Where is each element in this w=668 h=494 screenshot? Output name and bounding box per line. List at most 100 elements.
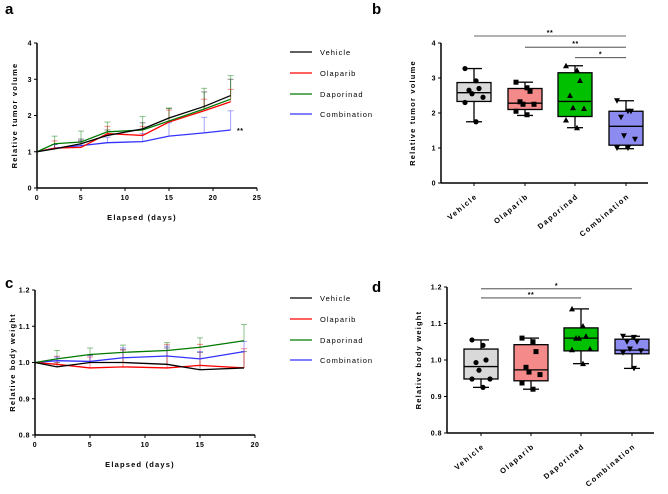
data-point	[574, 67, 580, 73]
data-point	[583, 333, 589, 339]
data-point	[473, 119, 479, 125]
data-point	[634, 339, 640, 345]
data-point	[480, 384, 486, 390]
category-label: Olaparib	[498, 442, 536, 476]
data-point	[473, 78, 479, 84]
panel-label: a	[5, 1, 14, 18]
box-vehicle	[456, 81, 492, 103]
x-tick-label: 15	[165, 195, 174, 202]
y-axis-label: Relative tumor volume	[10, 63, 19, 169]
data-point	[632, 136, 638, 143]
data-point	[625, 145, 631, 151]
data-point	[462, 99, 468, 106]
legend-label: Daporinad	[320, 336, 364, 345]
x-tick-label: 20	[209, 195, 218, 202]
x-tick-label: 5	[79, 195, 83, 202]
x-tick-label: 0	[35, 195, 39, 202]
data-point	[620, 350, 626, 356]
box-vehicle	[463, 348, 499, 380]
y-tick-label: 2	[432, 111, 436, 118]
box-combination	[614, 338, 650, 355]
y-tick-label: 4	[28, 41, 32, 48]
panel-label: d	[372, 279, 381, 296]
data-point	[570, 104, 576, 111]
data-point	[473, 359, 479, 366]
panel-label: b	[372, 1, 381, 18]
y-tick-label: 4	[432, 41, 436, 48]
y-tick-label: 0.9	[431, 394, 442, 401]
data-point	[524, 112, 530, 118]
legend-label: Daporinad	[320, 90, 364, 99]
x-tick-label: 20	[251, 442, 260, 449]
y-tick-label: 1.1	[431, 321, 442, 328]
data-point	[628, 108, 634, 115]
data-point	[469, 337, 475, 343]
series-line-olaparib	[34, 361, 245, 369]
data-point	[513, 108, 519, 114]
data-point	[480, 342, 486, 348]
data-point	[462, 65, 468, 72]
y-axis-label: Relative body weight	[414, 311, 423, 410]
x-axis-label: Elapsed (days)	[105, 460, 175, 469]
data-point	[631, 334, 637, 341]
legend-label: Combination	[320, 110, 373, 119]
data-point	[537, 372, 543, 378]
legend-label: Olaparib	[320, 315, 356, 324]
category-label: Combination	[578, 192, 632, 239]
box-combination	[608, 110, 644, 146]
data-point	[526, 369, 532, 375]
data-point	[627, 346, 633, 353]
data-point	[519, 380, 525, 386]
data-point	[530, 339, 536, 345]
data-point	[527, 88, 533, 94]
y-tick-label: 1.2	[431, 285, 442, 292]
data-point	[469, 91, 475, 97]
category-label: Combination	[584, 442, 638, 489]
data-point	[520, 101, 526, 107]
x-tick-label: 10	[141, 442, 150, 449]
data-point	[620, 333, 626, 340]
data-point	[621, 133, 627, 139]
box-olaparib	[513, 344, 549, 382]
data-point	[533, 349, 539, 355]
category-label: Daporinad	[536, 192, 581, 231]
data-point	[487, 376, 493, 382]
series-line-vehicle	[34, 361, 245, 371]
data-point	[523, 364, 529, 370]
x-tick-label: 5	[88, 442, 92, 449]
y-tick-label: 1	[432, 146, 436, 153]
series-line-vehicle	[36, 94, 231, 153]
data-point	[569, 346, 575, 353]
y-tick-label: 1.0	[431, 358, 442, 365]
y-tick-label: 3	[28, 77, 32, 84]
data-point	[577, 77, 583, 83]
data-point	[587, 346, 593, 352]
data-point	[483, 357, 489, 363]
significance-label: *	[599, 52, 602, 59]
series-line-combination	[34, 350, 245, 364]
data-point	[580, 360, 586, 367]
y-axis-label: Relative body weight	[8, 313, 17, 412]
category-label: Vehicle	[453, 442, 487, 472]
y-axis-label: Relative tumor volume	[408, 60, 417, 166]
y-tick-label: 1.2	[19, 288, 30, 295]
data-point	[563, 117, 569, 123]
legend-label: Vehicle	[320, 294, 351, 303]
y-tick-label: 1.1	[19, 324, 30, 331]
significance-label: *	[555, 283, 558, 290]
significance-label: **	[528, 292, 534, 299]
x-tick-label: 25	[253, 195, 262, 202]
significance-label: **	[547, 30, 553, 37]
data-point	[524, 85, 530, 91]
data-point	[531, 101, 537, 107]
y-tick-label: 2	[28, 113, 32, 120]
y-tick-label: 0.9	[19, 396, 30, 403]
data-point	[631, 365, 637, 372]
data-point	[569, 305, 575, 312]
significance-annotation: **	[237, 128, 243, 135]
data-point	[513, 79, 519, 85]
series-line-daporinad	[36, 98, 231, 153]
data-point	[567, 92, 573, 98]
y-tick-label: 1.0	[19, 360, 30, 367]
series-line-daporinad	[34, 340, 245, 364]
